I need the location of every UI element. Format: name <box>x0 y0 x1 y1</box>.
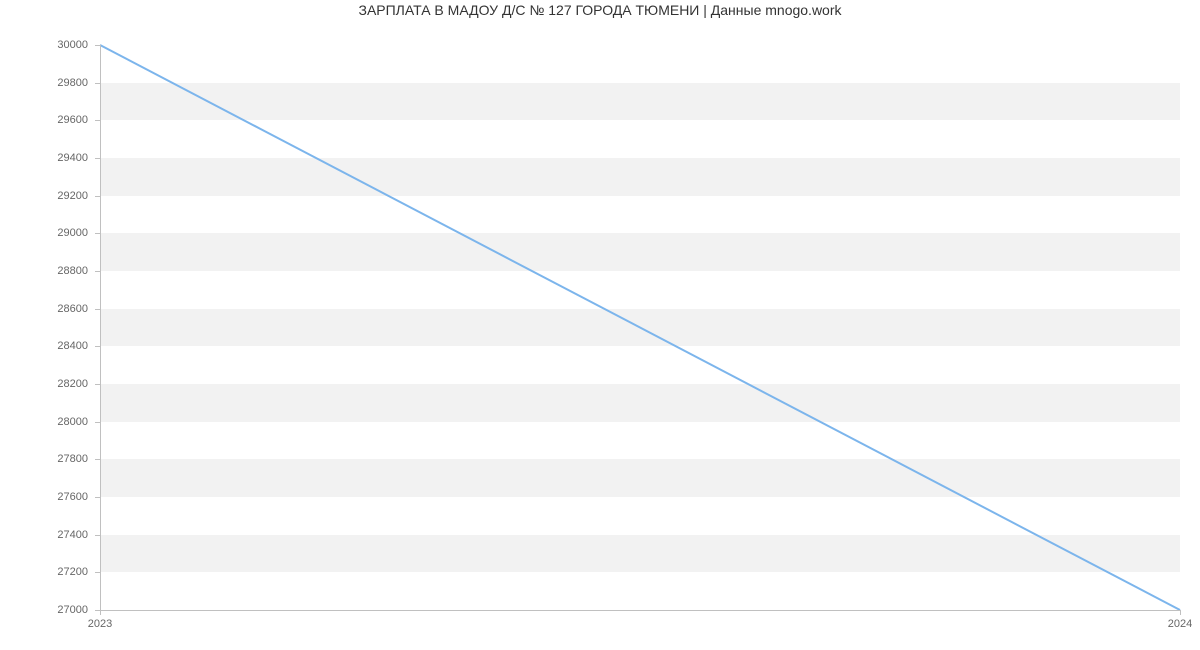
y-tick-label: 27600 <box>0 491 88 503</box>
plot-area <box>100 45 1180 610</box>
y-axis-line <box>100 45 101 610</box>
y-tick-label: 29000 <box>0 227 88 239</box>
y-tick-label: 29800 <box>0 77 88 89</box>
y-tick-label: 27400 <box>0 529 88 541</box>
y-tick-label: 28600 <box>0 303 88 315</box>
y-tick-label: 28800 <box>0 265 88 277</box>
x-tick-mark <box>1180 610 1181 615</box>
salary-line-chart: ЗАРПЛАТА В МАДОУ Д/С № 127 ГОРОДА ТЮМЕНИ… <box>0 0 1200 650</box>
x-tick-label: 2024 <box>1140 618 1200 630</box>
line-layer <box>100 45 1180 610</box>
y-tick-label: 28400 <box>0 340 88 352</box>
y-tick-label: 29200 <box>0 190 88 202</box>
chart-title: ЗАРПЛАТА В МАДОУ Д/С № 127 ГОРОДА ТЮМЕНИ… <box>0 2 1200 18</box>
x-tick-label: 2023 <box>60 618 140 630</box>
y-tick-label: 27800 <box>0 453 88 465</box>
y-tick-label: 27200 <box>0 566 88 578</box>
x-axis-line <box>100 610 1180 611</box>
y-tick-label: 29600 <box>0 114 88 126</box>
y-tick-label: 28200 <box>0 378 88 390</box>
y-tick-label: 28000 <box>0 416 88 428</box>
y-tick-label: 30000 <box>0 39 88 51</box>
series-line-salary <box>100 45 1180 610</box>
y-tick-label: 29400 <box>0 152 88 164</box>
y-tick-label: 27000 <box>0 604 88 616</box>
